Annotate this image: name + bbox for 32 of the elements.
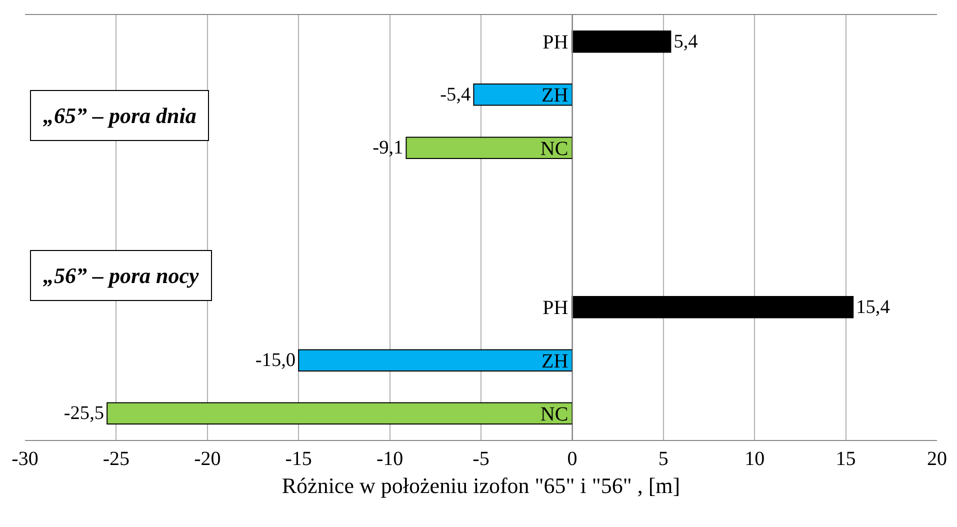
x-axis-title: Różnice w położeniu izofon "65" i "56" , [m] [282,472,680,498]
annotation: „65” – pora dnia [43,103,196,128]
x-tick-label: 10 [744,448,765,470]
data-label: 5,4 [674,31,698,52]
bar [473,84,573,106]
y-tick-label: PH [542,297,568,320]
x-tick-label: -25 [102,448,130,470]
y-tick-label: ZH [542,84,568,107]
bar [106,402,573,425]
x-tick-label: -5 [472,448,490,470]
x-tick-label: 5 [658,448,668,470]
x-tick-label: 20 [927,448,947,470]
bar [572,30,672,53]
data-label: -9,1 [372,138,404,159]
x-tick-label: -20 [194,448,221,470]
x-tick-label: -30 [12,448,38,470]
x-tick-label: 15 [836,448,856,470]
data-label: -5,4 [440,84,472,106]
data-label: -15,0 [255,350,296,372]
data-label: 15,4 [856,296,890,318]
annotation: „56” – pora nocy [43,263,200,288]
bar [572,296,854,318]
x-tick-label: 0 [567,448,578,470]
y-tick-label: ZH [542,350,568,372]
data-label: -25,5 [64,403,104,424]
y-tick-label: NC [540,138,568,160]
bar [406,136,573,159]
y-tick-label: NC [540,403,568,426]
x-tick-label: -15 [285,448,312,470]
x-tick-label: -10 [376,448,404,470]
bar [298,349,573,372]
y-tick-label: PH [542,32,568,54]
